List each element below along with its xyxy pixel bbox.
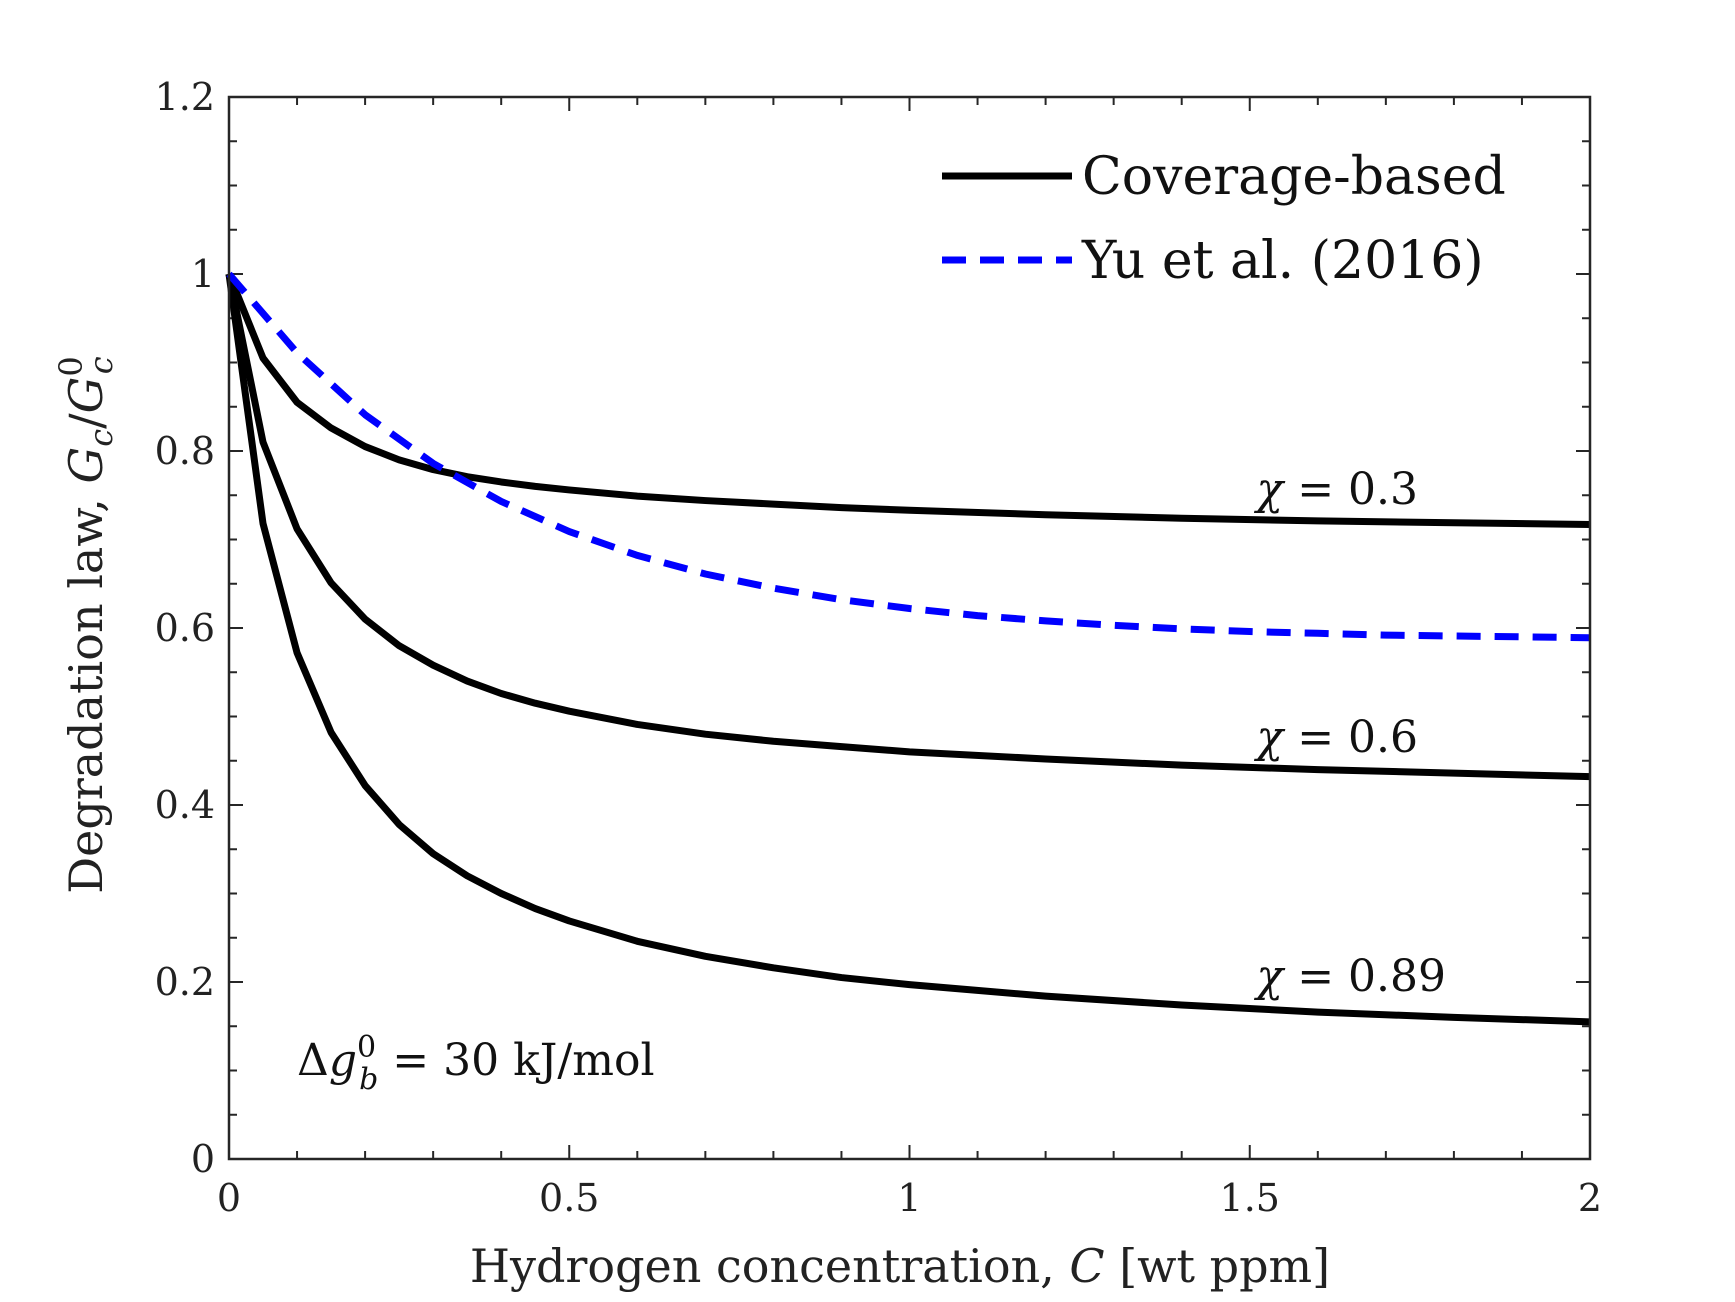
x-axis-label: Hydrogen concentration, C [wt ppm] bbox=[470, 1239, 1330, 1293]
legend: Coverage-based Yu et al. (2016) bbox=[942, 147, 1506, 291]
y-tick-label: 1.2 bbox=[155, 75, 215, 119]
x-tick-label: 0 bbox=[217, 1176, 241, 1220]
annotation-chi-0-3-symbol: χ bbox=[1254, 464, 1286, 515]
plot-frame-border bbox=[227, 95, 1592, 1161]
x-tick-label: 1.5 bbox=[1220, 1176, 1280, 1220]
y-axis-label-prefix: Degradation law, bbox=[59, 484, 113, 894]
annotation-chi-0-6-text: = 0.6 bbox=[1283, 712, 1418, 763]
y-axis-label: Degradation law, Gc/G0c bbox=[52, 356, 120, 894]
series-line-yu-et-al-2016 bbox=[226, 271, 1591, 642]
annotation-binding-energy: Δg0 b = 30 kJ/mol bbox=[297, 1030, 655, 1097]
x-tick-label: 0.5 bbox=[539, 1176, 599, 1220]
annotation-binding-energy-prefix: Δ bbox=[297, 1035, 329, 1086]
annotation-chi-0-89: χ = 0.89 bbox=[1254, 951, 1446, 1002]
x-axis-label-suffix: [wt ppm] bbox=[1105, 1239, 1331, 1293]
tick-labels: 0 0.5 1 1.5 2 0 0.2 0.4 0.6 0.8 1 1.2 bbox=[155, 75, 1603, 1220]
series-line-coverage-based-0-89 bbox=[225, 273, 1591, 1026]
y-tick-label: 0.8 bbox=[155, 429, 215, 473]
annotation-binding-energy-symbol: g bbox=[329, 1035, 357, 1086]
y-tick-label: 0.4 bbox=[155, 783, 215, 827]
x-tick-label: 2 bbox=[1578, 1176, 1602, 1220]
annotation-binding-energy-sup: 0 bbox=[357, 1030, 376, 1065]
y-axis-label-num: G bbox=[59, 447, 113, 484]
y-axis-label-slash: / bbox=[59, 413, 113, 429]
series-lines bbox=[225, 271, 1591, 1026]
y-axis-label-den: G bbox=[59, 377, 113, 414]
y-tick-label: 0.6 bbox=[155, 606, 215, 650]
plot-frame bbox=[227, 95, 1592, 1161]
x-axis-label-symbol: C bbox=[1069, 1239, 1104, 1293]
x-axis-label-prefix: Hydrogen concentration, bbox=[470, 1239, 1070, 1293]
legend-label-coverage-based: Coverage-based bbox=[1082, 147, 1506, 207]
annotation-chi-0-6-symbol: χ bbox=[1254, 712, 1286, 763]
annotation-binding-energy-text: = 30 kJ/mol bbox=[378, 1035, 654, 1086]
y-tick-label: 0.2 bbox=[155, 960, 215, 1004]
annotation-chi-0-89-symbol: χ bbox=[1254, 951, 1286, 1002]
y-tick-label: 0 bbox=[191, 1137, 215, 1181]
y-axis-label-den-sub: c bbox=[82, 356, 120, 374]
y-tick-label: 1 bbox=[191, 252, 215, 296]
series-line-coverage-based-0-3 bbox=[225, 272, 1591, 528]
annotation-chi-0-6: χ = 0.6 bbox=[1254, 712, 1419, 763]
x-tick-label: 1 bbox=[897, 1176, 921, 1220]
annotation-chi-0-3: χ = 0.3 bbox=[1254, 464, 1419, 515]
series-line-coverage-based-0-6 bbox=[225, 273, 1591, 781]
y-axis-label-den-sup: 0 bbox=[52, 356, 90, 376]
annotation-chi-0-89-text: = 0.89 bbox=[1283, 951, 1446, 1002]
y-axis-label-num-sub: c bbox=[82, 429, 120, 447]
legend-label-yu-et-al: Yu et al. (2016) bbox=[1081, 231, 1484, 291]
annotation-chi-0-3-text: = 0.3 bbox=[1283, 464, 1418, 515]
annotation-binding-energy-sub: b bbox=[359, 1062, 378, 1097]
